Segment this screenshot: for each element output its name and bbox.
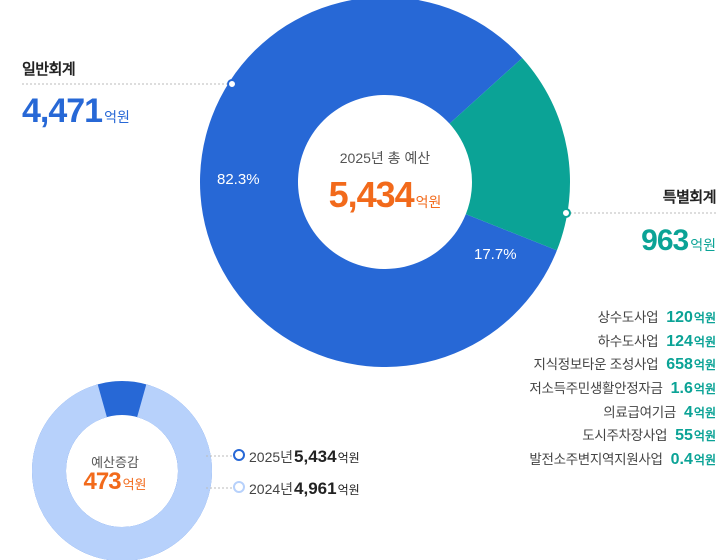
breakdown-item-value: 124 [666, 332, 693, 350]
breakdown-item: 지식정보타운 조성사업 658 억원 [456, 353, 716, 377]
legend-2025-unit: 억원 [337, 451, 360, 465]
budget-change-label: 예산증감 [91, 455, 139, 470]
breakdown-item-name: 발전소주변지역지원사업 [529, 452, 663, 468]
breakdown-item: 의료급여기금 4 억원 [456, 401, 716, 425]
special-account-amount: 963 억원 [641, 224, 716, 258]
legend-2025-marker [233, 449, 245, 461]
legend-2024-unit: 억원 [337, 483, 360, 497]
legend-2025-value: 5,434 [294, 447, 337, 466]
breakdown-item-value: 0.4 [670, 451, 693, 469]
special-account-breakdown: 상수도사업 120 억원 하수도사업 124 억원 지식정보타운 조성사업 658 억원 저… [456, 306, 716, 472]
breakdown-item-name: 의료급여기금 [603, 404, 676, 420]
breakdown-item-value: 120 [666, 309, 693, 326]
budget-change-unit: 억원 [122, 477, 147, 492]
special-slice [449, 57, 570, 251]
breakdown-item-name: 상수도사업 [597, 310, 659, 325]
breakdown-item-unit: 억원 [693, 311, 716, 325]
budget-change-amount: 473 억원 [60, 468, 170, 496]
breakdown-item-unit: 억원 [693, 334, 716, 349]
total-budget-label: 2025년 총 예산 [339, 150, 431, 166]
breakdown-item-value: 55 [675, 427, 693, 445]
special-account-value: 963 [641, 224, 689, 257]
general-account-amount: 4,471 억원 [22, 92, 130, 131]
general-leader-dot [227, 79, 237, 89]
breakdown-item-name: 하수도사업 [597, 333, 659, 349]
total-budget-value: 5,434 [328, 174, 415, 215]
breakdown-item: 상수도사업 120 억원 [456, 306, 716, 330]
general-account-unit: 억원 [104, 109, 130, 125]
budget-change-donut [32, 381, 212, 560]
legend-2025: 2025년 5,434 억원 [233, 447, 360, 467]
legend-2024-marker [233, 481, 245, 493]
breakdown-item: 저소득주민생활안정자금 1.6 억원 [456, 377, 716, 401]
legend-2024-year: 2024년 [249, 481, 294, 497]
breakdown-item-name: 저소득주민생활안정자금 [529, 381, 663, 397]
breakdown-item-unit: 억원 [693, 429, 716, 444]
leader-lines [22, 79, 716, 489]
breakdown-item: 발전소주변지역지원사업 0.4 억원 [456, 448, 716, 472]
special-leader-dot [561, 208, 571, 218]
breakdown-item-unit: 억원 [693, 453, 716, 468]
total-budget-amount: 5,434 억원 [275, 174, 495, 216]
budget-change-value: 473 [83, 468, 122, 495]
breakdown-item-name: 지식정보타운 조성사업 [533, 357, 659, 373]
special-account-unit: 억원 [690, 237, 716, 253]
legend-2024: 2024년 4,961 억원 [233, 479, 360, 499]
total-budget-unit: 억원 [415, 194, 442, 210]
breakdown-item-unit: 억원 [693, 405, 716, 420]
breakdown-item-unit: 억원 [693, 358, 716, 373]
slice-2024 [32, 384, 212, 560]
breakdown-item: 도시주차장사업 55 억원 [456, 424, 716, 448]
breakdown-item-name: 도시주차장사업 [582, 428, 668, 444]
special-account-title: 특별회계 [662, 189, 717, 206]
general-percent-label: 82.3% [217, 171, 260, 188]
legend-2025-year: 2025년 [249, 449, 294, 465]
breakdown-item-unit: 억원 [693, 382, 716, 397]
breakdown-item-value: 4 [684, 403, 693, 421]
general-account-value: 4,471 [22, 92, 103, 130]
breakdown-item-value: 1.6 [670, 380, 693, 398]
breakdown-item: 하수도사업 124 억원 [456, 330, 716, 354]
legend-2024-value: 4,961 [294, 479, 337, 498]
general-account-title: 일반회계 [22, 61, 76, 78]
general-slice [200, 0, 557, 367]
breakdown-item-value: 658 [666, 356, 693, 374]
total-budget-donut [200, 0, 570, 367]
special-percent-label: 17.7% [474, 246, 517, 263]
